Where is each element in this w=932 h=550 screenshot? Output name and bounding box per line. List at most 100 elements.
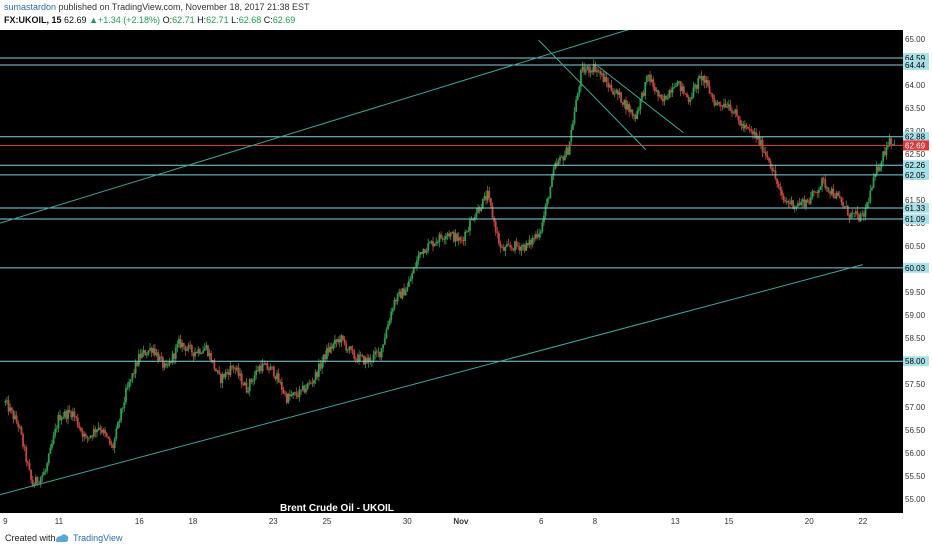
candle-body	[49, 447, 52, 454]
candle-body	[604, 77, 606, 82]
candle-body	[208, 353, 211, 357]
candle-body	[340, 335, 343, 343]
candle-body	[247, 391, 250, 393]
candle-body	[268, 369, 270, 371]
candle-body	[97, 427, 100, 430]
candle-body	[380, 348, 383, 358]
candle-body	[871, 187, 873, 191]
candle-body	[744, 125, 746, 129]
candle-body	[198, 349, 201, 354]
level-label: 64.59	[905, 54, 926, 63]
candle-body	[724, 103, 727, 108]
ohlc-line: FX:UKOIL, 15 62.69 ▲+1.34 (+2.18%) O:62.…	[4, 15, 295, 25]
candle-body	[398, 291, 401, 294]
candle-body	[277, 373, 280, 383]
candle-body	[367, 357, 370, 363]
candle-body	[190, 345, 193, 353]
candles-layer	[4, 59, 896, 489]
candle-body	[734, 109, 737, 114]
time-tick-label: 9	[3, 517, 8, 526]
candle-body	[758, 136, 761, 146]
candle-body	[324, 354, 327, 360]
candle-body	[885, 146, 888, 156]
candle-body	[483, 196, 486, 199]
price-tick-label: 55.50	[905, 472, 926, 481]
author-link[interactable]: sumastardon	[4, 2, 57, 12]
candle-body	[647, 74, 650, 77]
candle-body	[814, 191, 817, 193]
time-axis[interactable]	[0, 513, 903, 528]
candle-body	[780, 190, 783, 196]
candle-body	[372, 354, 375, 361]
candle-body	[800, 201, 803, 205]
level-label: 60.03	[905, 264, 926, 273]
candle-body	[422, 249, 425, 254]
candle-body	[387, 324, 389, 330]
candle-body	[826, 187, 828, 189]
candle-body	[25, 447, 28, 462]
candle-body	[526, 242, 529, 246]
price-axis[interactable]	[903, 30, 932, 528]
candle-body	[396, 293, 399, 302]
candle-body	[112, 444, 114, 448]
candle-body	[186, 348, 188, 351]
candle-body	[795, 206, 798, 208]
candle-body	[388, 320, 391, 325]
candle-body	[332, 344, 335, 349]
candle-body	[311, 382, 314, 384]
candle-body	[224, 372, 227, 378]
candle-body	[872, 177, 875, 188]
candle-body	[538, 233, 541, 238]
candle-body	[453, 232, 455, 242]
candle-body	[176, 344, 179, 348]
candle-body	[83, 434, 86, 437]
candle-body	[684, 93, 687, 95]
candle-body	[147, 350, 150, 355]
candle-body	[848, 215, 851, 218]
published-text: published on TradingView.com, November 1…	[56, 2, 310, 12]
candle-body	[644, 82, 647, 96]
candle-body	[530, 239, 532, 245]
candle-body	[629, 109, 632, 112]
candle-body	[678, 81, 680, 83]
candle-body	[779, 187, 782, 191]
candle-body	[369, 357, 372, 362]
change-value: +1.34 (+2.18%)	[98, 15, 161, 25]
candle-body	[155, 352, 158, 355]
candle-body	[776, 178, 778, 185]
candle-body	[583, 66, 586, 73]
price-chart[interactable]: Brent Crude Oil - UKOIL 55.00 55.50 56.00 5…	[0, 30, 932, 528]
candle-body	[875, 166, 878, 175]
candle-body	[129, 379, 132, 382]
candle-body	[485, 196, 487, 201]
candle-body	[615, 90, 618, 94]
candle-body	[150, 347, 153, 353]
candle-body	[454, 233, 457, 242]
candle-body	[107, 436, 110, 439]
candle-body	[808, 201, 811, 204]
candle-body	[432, 241, 434, 247]
trendline	[538, 39, 647, 150]
candle-body	[625, 99, 627, 110]
candle-body	[362, 355, 365, 365]
candle-body	[547, 198, 550, 200]
candle-body	[673, 87, 676, 89]
candle-body	[395, 299, 397, 302]
candle-body	[9, 407, 12, 412]
candle-body	[253, 375, 256, 381]
candle-body	[28, 463, 31, 470]
time-tick-label: 30	[403, 517, 412, 526]
candle-body	[797, 202, 799, 207]
candle-body	[518, 246, 521, 251]
candle-body	[509, 245, 512, 248]
candle-body	[298, 389, 301, 397]
candle-body	[798, 202, 801, 205]
price-tick-label: 56.50	[905, 426, 926, 435]
candle-body	[116, 422, 119, 429]
candle-body	[877, 166, 880, 171]
candle-body	[588, 66, 590, 73]
tradingview-link[interactable]: TradingView	[73, 533, 123, 543]
candle-body	[160, 356, 163, 358]
symbol-label[interactable]: FX:UKOIL, 15	[4, 15, 62, 25]
candle-body	[23, 446, 26, 448]
